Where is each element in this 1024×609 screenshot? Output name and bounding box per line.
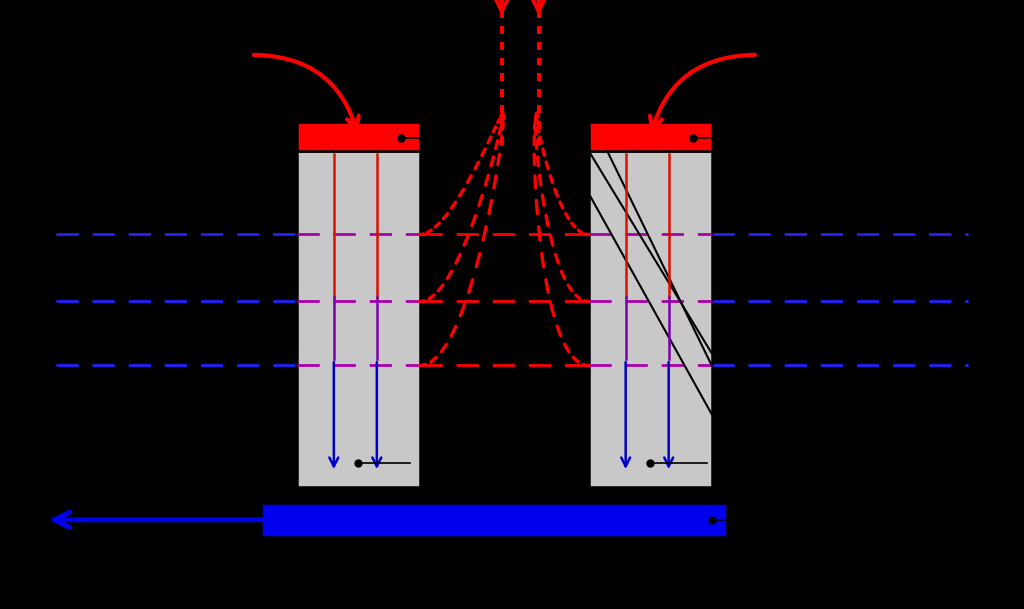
Bar (297, 151, 420, 487)
Bar (261, 503, 727, 537)
Bar (297, 122, 420, 151)
Bar (589, 151, 712, 487)
Bar (589, 122, 712, 151)
Bar (589, 151, 712, 487)
